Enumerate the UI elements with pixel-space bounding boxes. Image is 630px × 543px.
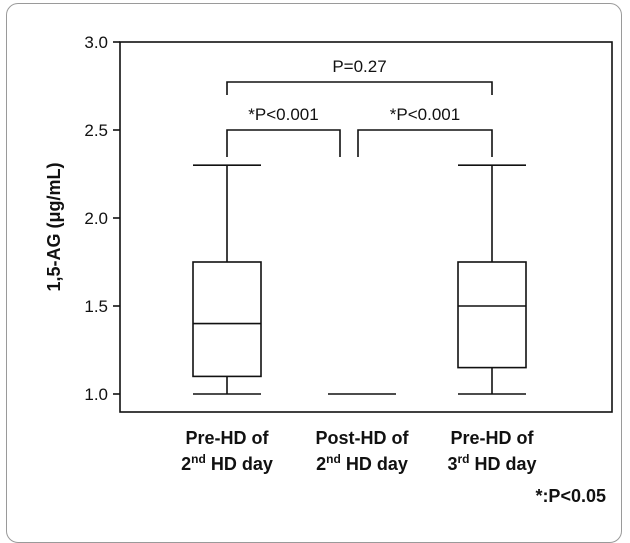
- category-ordinal-suffix: nd: [326, 452, 341, 466]
- category-label-line2: 2nd HD day: [181, 452, 273, 474]
- category-label-line2: 2nd HD day: [316, 452, 408, 474]
- category-ordinal-number: 2: [316, 454, 326, 474]
- significance-label: *P<0.001: [248, 105, 318, 124]
- category-label-line1: Pre-HD of: [185, 428, 269, 448]
- category-label-rest: HD day: [469, 454, 536, 474]
- significance-label: P=0.27: [332, 57, 386, 76]
- significance-bracket: [226, 129, 341, 157]
- box-iqr: [192, 261, 262, 378]
- significance-bracket: [357, 129, 493, 157]
- category-label-rest: HD day: [341, 454, 408, 474]
- category-label-line1: Pre-HD of: [450, 428, 534, 448]
- category-label-line1: Post-HD of: [316, 428, 410, 448]
- category-ordinal-number: 3: [447, 454, 457, 474]
- y-axis-label: 1,5-AG (μg/mL): [44, 162, 64, 291]
- y-tick-label: 3.0: [84, 33, 108, 52]
- y-tick-label: 1.5: [84, 297, 108, 316]
- category-label-line2: 3rd HD day: [447, 452, 536, 474]
- y-tick-label: 2.5: [84, 121, 108, 140]
- category-ordinal-suffix: rd: [457, 452, 469, 466]
- significance-bracket: [226, 81, 493, 95]
- box-iqr: [457, 261, 527, 369]
- y-tick-label: 1.0: [84, 385, 108, 404]
- y-tick-label: 2.0: [84, 209, 108, 228]
- plot-frame: [119, 41, 613, 413]
- footnote: *:P<0.05: [535, 486, 606, 505]
- box-plot-chart: 1.01.52.02.53.01,5-AG (μg/mL)Pre-HD of2n…: [44, 33, 613, 505]
- category-label-rest: HD day: [206, 454, 273, 474]
- significance-label: *P<0.001: [390, 105, 460, 124]
- category-ordinal-suffix: nd: [191, 452, 206, 466]
- category-ordinal-number: 2: [181, 454, 191, 474]
